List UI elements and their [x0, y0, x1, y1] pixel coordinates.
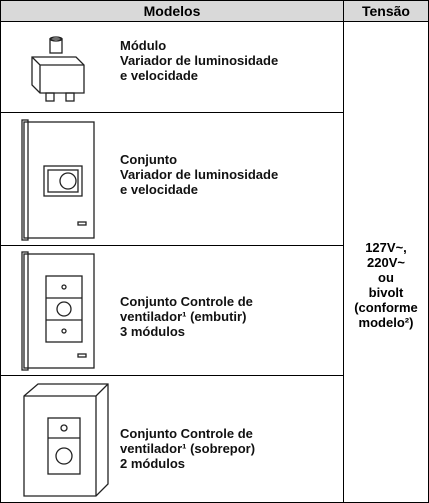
row-text: Módulo Variador de luminosidade e veloci… — [120, 38, 278, 83]
plate-3-icon — [21, 251, 95, 371]
text-line: ventilador¹ (sobrepor) — [120, 441, 256, 456]
row-text: Conjunto Controle de ventilador¹ (embuti… — [120, 294, 253, 339]
text-line: Variador de luminosidade — [120, 53, 279, 68]
voltage-text: 127V~, 220V~ ou bivolt (conforme modelo²… — [343, 240, 429, 330]
row-text: Conjunto Variador de luminosidade e velo… — [120, 152, 278, 197]
text-line: Conjunto Controle de — [120, 294, 253, 309]
text-line: Módulo — [120, 38, 167, 53]
plate-icon — [21, 119, 95, 241]
text-line: Variador de luminosidade — [120, 167, 279, 182]
text-line: (conforme — [354, 300, 418, 315]
text-line: ventilador¹ (embutir) — [120, 309, 247, 324]
text-line: 127V~, — [365, 240, 407, 255]
row-text: Conjunto Controle de ventilador¹ (sobrep… — [120, 426, 255, 471]
module-icon — [31, 36, 85, 102]
text-line: Conjunto — [120, 152, 178, 167]
text-line: modelo²) — [358, 315, 414, 330]
header-models: Modelos — [0, 0, 344, 22]
text-line: 220V~ — [367, 255, 405, 270]
text-line: Conjunto Controle de — [120, 426, 253, 441]
text-line: e velocidade — [120, 182, 199, 197]
box-icon — [23, 383, 109, 497]
text-line: e velocidade — [120, 68, 199, 83]
text-line: ou — [378, 270, 394, 285]
header-voltage: Tensão — [343, 0, 429, 22]
text-line: 3 módulos — [120, 324, 186, 339]
text-line: bivolt — [368, 285, 404, 300]
text-line: 2 módulos — [120, 456, 186, 471]
